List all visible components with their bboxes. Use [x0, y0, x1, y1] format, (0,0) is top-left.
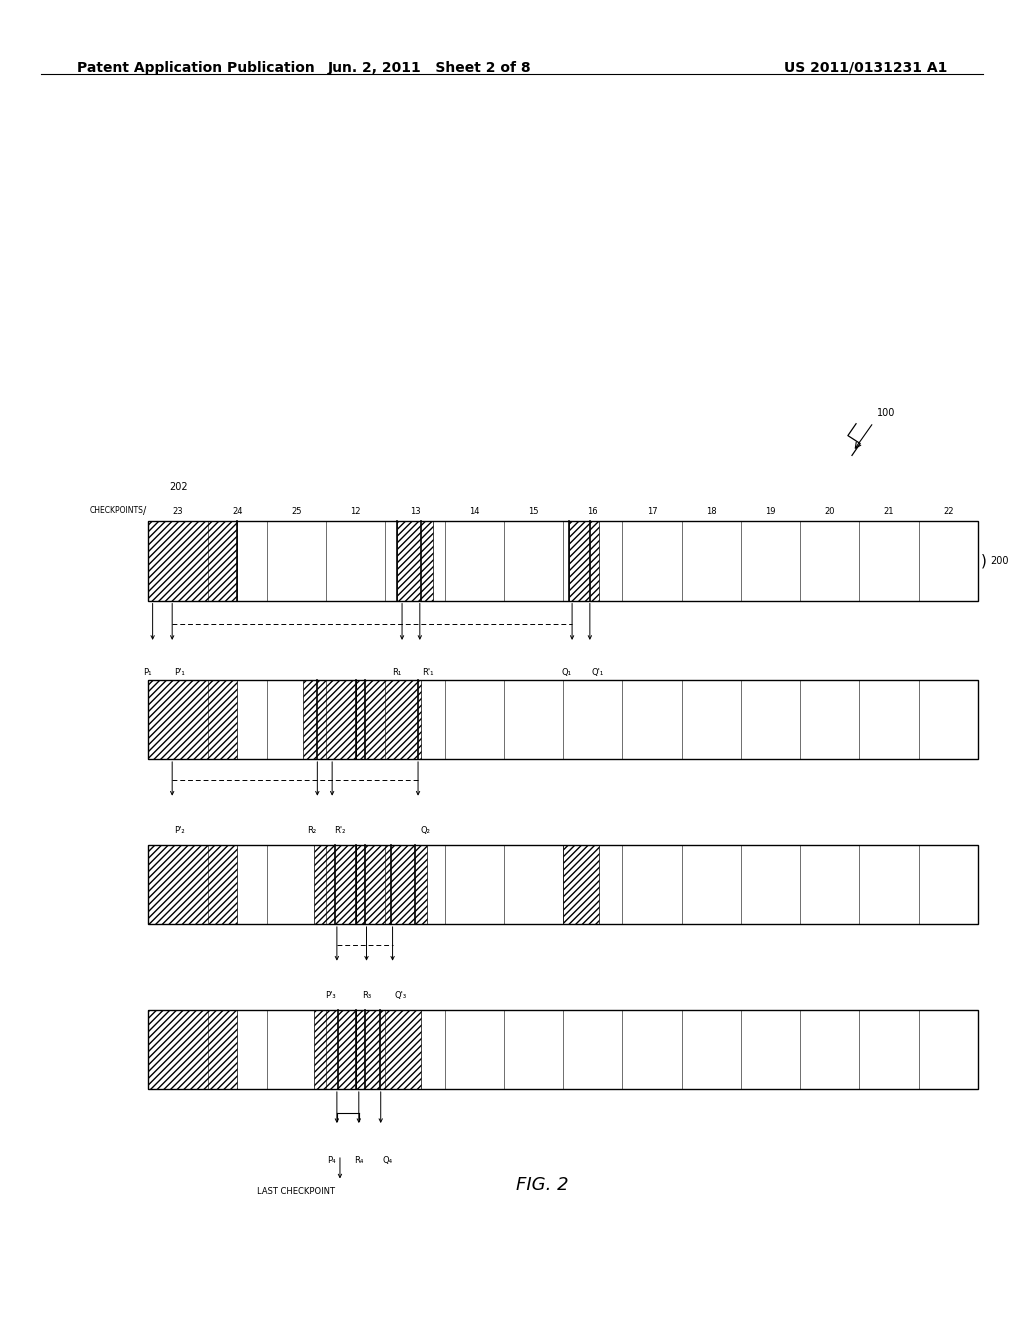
Text: R₃: R₃: [361, 991, 371, 1001]
Text: Q'₁: Q'₁: [592, 668, 604, 677]
Bar: [148, 845, 238, 924]
Text: 23: 23: [173, 507, 183, 516]
Bar: [569, 521, 599, 601]
Text: 12: 12: [350, 507, 361, 516]
Text: 15: 15: [528, 507, 539, 516]
Text: Q'₃: Q'₃: [394, 991, 407, 1001]
Bar: [148, 680, 238, 759]
Text: Q₁: Q₁: [561, 668, 571, 677]
Text: 14: 14: [469, 507, 479, 516]
Text: LAST CHECKPOINT: LAST CHECKPOINT: [257, 1187, 335, 1196]
Bar: [356, 680, 421, 759]
Text: 20: 20: [824, 507, 835, 516]
Text: 202: 202: [169, 482, 187, 492]
Text: P₁: P₁: [143, 668, 152, 677]
Text: CHECKPOINTS: CHECKPOINTS: [89, 506, 143, 515]
Text: R'₁: R'₁: [422, 668, 433, 677]
FancyBboxPatch shape: [148, 845, 978, 924]
Bar: [356, 1010, 421, 1089]
Text: 16: 16: [588, 507, 598, 516]
Bar: [314, 845, 356, 924]
Text: 13: 13: [410, 507, 421, 516]
Text: P'₁: P'₁: [174, 668, 185, 677]
Text: 100: 100: [877, 408, 895, 418]
Text: /: /: [143, 506, 146, 516]
Text: 22: 22: [943, 507, 953, 516]
Text: R'₂: R'₂: [334, 826, 345, 836]
Text: 18: 18: [706, 507, 717, 516]
Text: Jun. 2, 2011   Sheet 2 of 8: Jun. 2, 2011 Sheet 2 of 8: [329, 61, 531, 75]
FancyBboxPatch shape: [148, 1010, 978, 1089]
FancyBboxPatch shape: [148, 680, 978, 759]
Bar: [302, 680, 356, 759]
Text: Q₂: Q₂: [420, 826, 430, 836]
Text: ): ): [981, 553, 987, 569]
Bar: [563, 845, 599, 924]
FancyBboxPatch shape: [148, 521, 978, 601]
Text: FIG. 2: FIG. 2: [516, 1176, 569, 1195]
Text: 17: 17: [647, 507, 657, 516]
Bar: [356, 845, 427, 924]
Bar: [148, 521, 238, 601]
Text: P'₂: P'₂: [174, 826, 185, 836]
Bar: [397, 521, 433, 601]
Text: R₁: R₁: [392, 668, 401, 677]
Text: 24: 24: [232, 507, 243, 516]
Bar: [314, 1010, 356, 1089]
Text: 200: 200: [990, 556, 1009, 566]
Text: P₄: P₄: [328, 1156, 336, 1166]
Bar: [148, 1010, 238, 1089]
Text: US 2011/0131231 A1: US 2011/0131231 A1: [783, 61, 947, 75]
Text: 19: 19: [765, 507, 776, 516]
Text: 21: 21: [884, 507, 894, 516]
Text: Patent Application Publication: Patent Application Publication: [77, 61, 314, 75]
Text: R₂: R₂: [307, 826, 316, 836]
Text: P'₃: P'₃: [326, 991, 336, 1001]
Text: Q₄: Q₄: [383, 1156, 393, 1166]
Text: 25: 25: [292, 507, 302, 516]
Text: R₄: R₄: [354, 1156, 364, 1166]
